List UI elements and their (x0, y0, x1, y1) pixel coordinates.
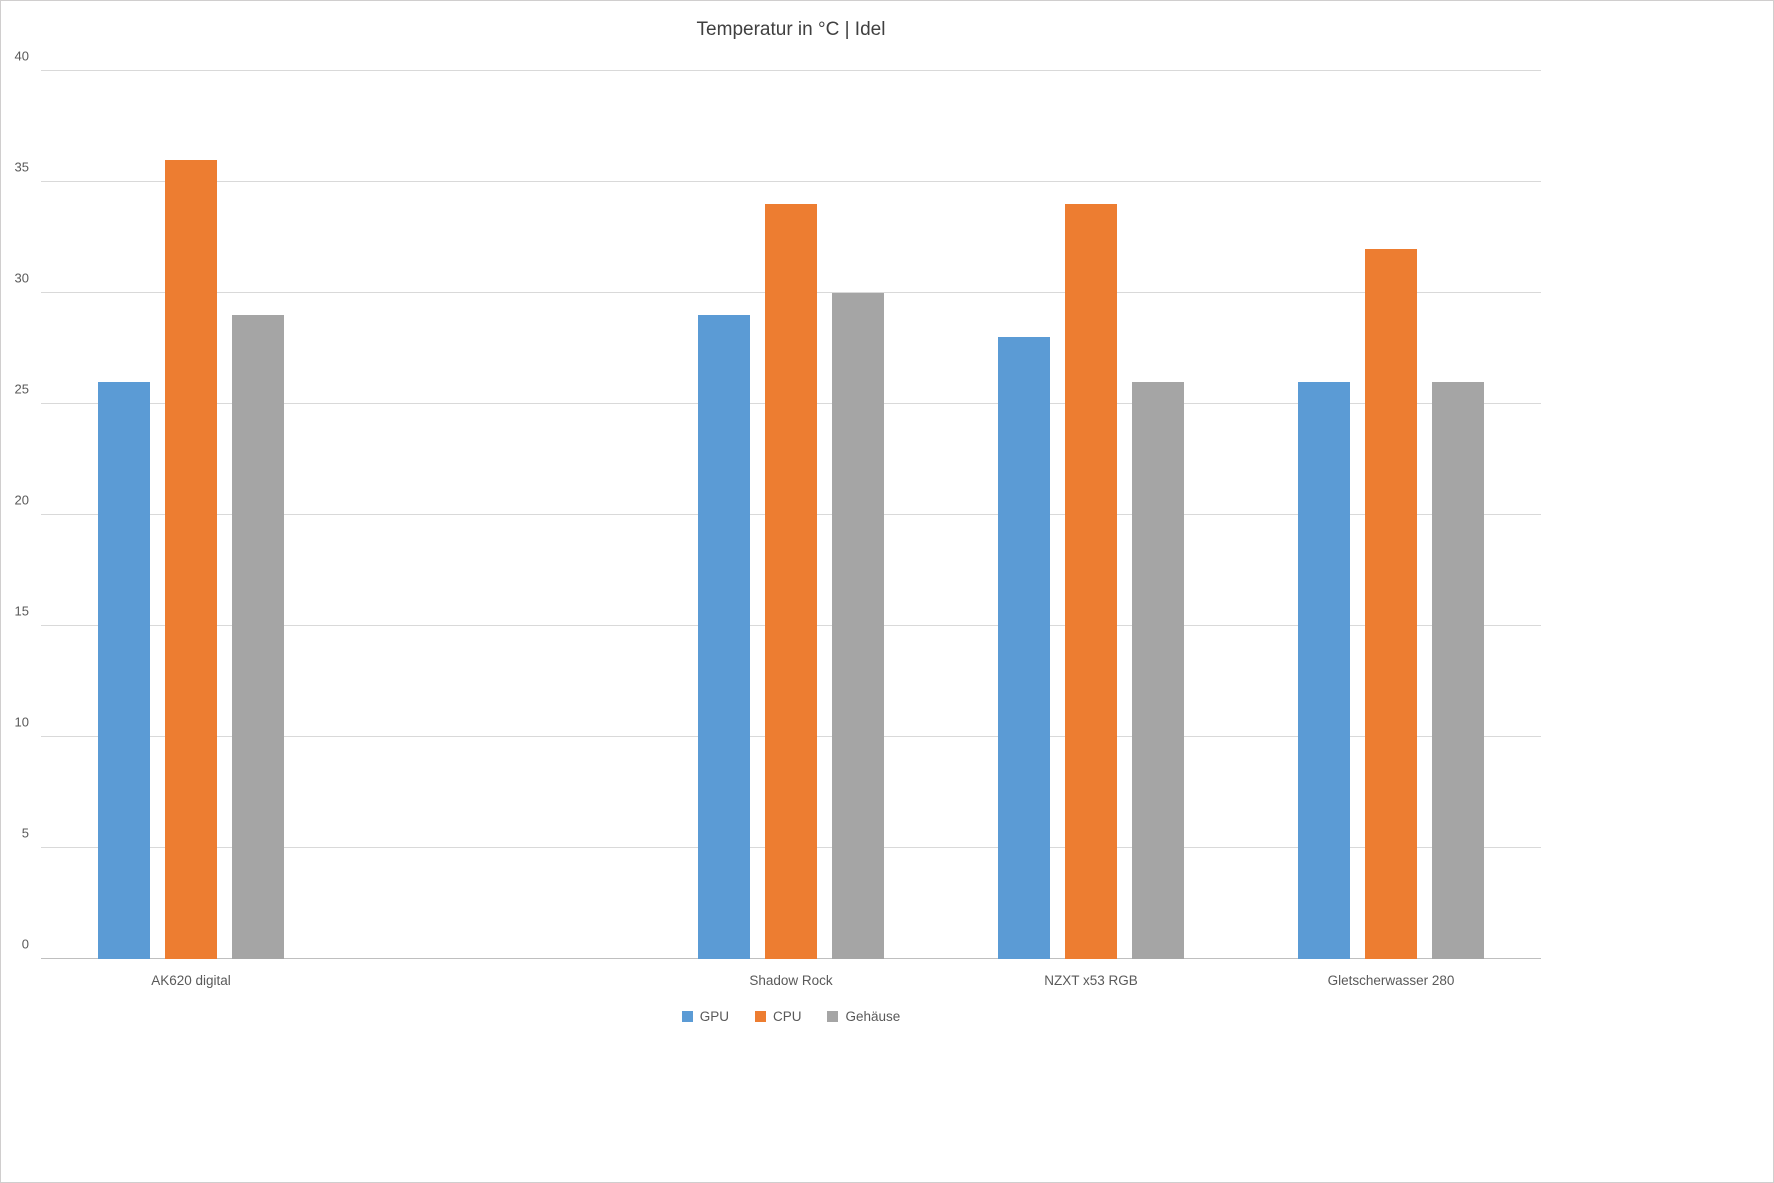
bar-gehäuse-gletscherwasser-280 (1432, 381, 1484, 959)
bar-gpu-shadow-rock (698, 315, 750, 959)
bar-cpu-nzxt-x53-rgb (1065, 204, 1117, 959)
legend-swatch-icon (681, 1011, 693, 1022)
y-tick-label: 40 (14, 48, 29, 64)
legend-label: GPU (699, 1009, 729, 1024)
legend: GPU CPU Gehäuse (41, 1009, 1541, 1024)
y-tick-label: 10 (14, 714, 29, 730)
bar-cpu-ak620-digital (165, 159, 217, 959)
legend-item-gpu: GPU (681, 1009, 729, 1024)
bar-gpu-nzxt-x53-rgb (998, 337, 1050, 959)
y-tick-label: 5 (21, 825, 29, 841)
bar-gehäuse-shadow-rock (832, 293, 884, 959)
y-tick-label: 0 (21, 936, 29, 952)
x-category-label: AK620 digital (151, 973, 231, 988)
legend-swatch-icon (827, 1011, 839, 1022)
legend-label: CPU (772, 1009, 802, 1024)
gridline (41, 70, 1541, 71)
gridline (41, 181, 1541, 182)
bar-gehäuse-nzxt-x53-rgb (1132, 381, 1184, 959)
y-tick-label: 25 (14, 381, 29, 397)
x-category-label: Shadow Rock (749, 973, 833, 988)
legend-swatch-icon (754, 1011, 766, 1022)
bar-gpu-ak620-digital (98, 381, 150, 959)
plot-area: 0 5 10 15 20 25 30 35 40 AK620 digital Shadow Rock… (15, 49, 1541, 988)
x-category-label: NZXT x53 RGB (1044, 973, 1138, 988)
y-tick-label: 35 (14, 159, 29, 175)
bar-cpu-shadow-rock (765, 204, 817, 959)
x-category-label: Gletscherwasser 280 (1327, 973, 1455, 988)
bar-gpu-gletscherwasser-280 (1298, 381, 1350, 959)
y-tick-label: 30 (14, 270, 29, 286)
chart-title: Temperatur in °C | Idel (696, 19, 886, 40)
legend-item-gehäuse: Gehäuse (827, 1009, 900, 1024)
legend-label: Gehäuse (845, 1009, 901, 1024)
legend-item-cpu: CPU (754, 1009, 802, 1024)
bar-gehäuse-ak620-digital (232, 315, 284, 959)
bar-cpu-gletscherwasser-280 (1365, 248, 1417, 959)
y-tick-label: 20 (14, 492, 29, 508)
y-tick-label: 15 (14, 603, 29, 619)
